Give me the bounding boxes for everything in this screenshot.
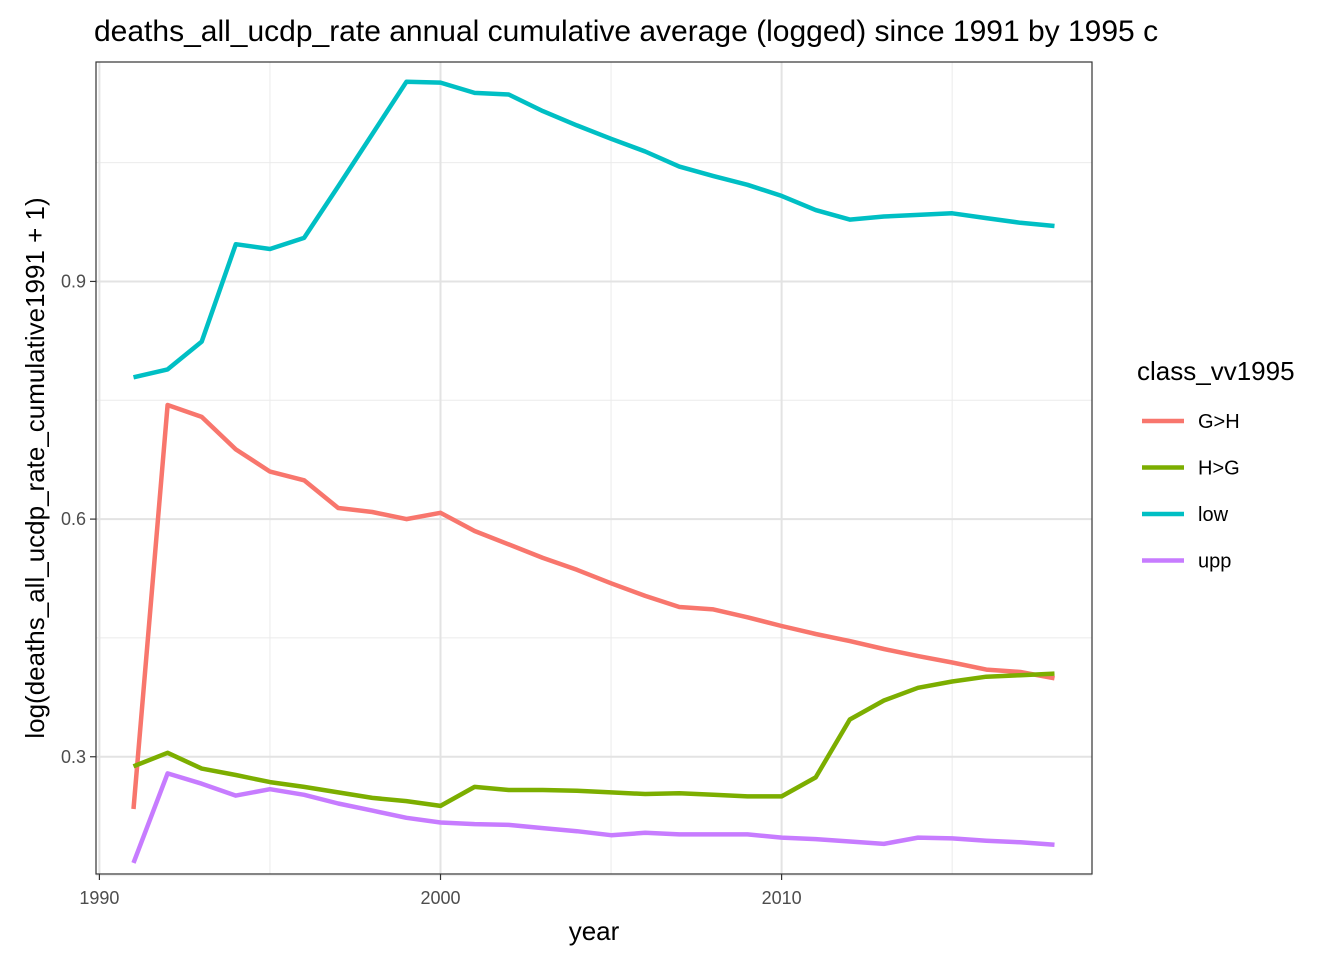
chart-title: deaths_all_ucdp_rate annual cumulative a…	[94, 15, 1158, 48]
x-axis-title: year	[569, 916, 620, 946]
series-line-upp	[131, 771, 1055, 864]
x-tick-label: 1990	[79, 888, 119, 908]
legend: class_vv1995 G>H H>G low upp	[1137, 356, 1295, 573]
legend-label-low: low	[1198, 504, 1229, 526]
minor-gridlines	[96, 62, 1092, 877]
y-tick-label: 0.3	[61, 747, 86, 767]
series-lines	[131, 79, 1055, 864]
series-line-low	[132, 79, 1055, 380]
legend-label-h-g: H>G	[1198, 458, 1240, 480]
y-tick-label: 0.6	[61, 509, 86, 529]
x-tick-label: 2010	[762, 888, 802, 908]
legend-title: class_vv1995	[1137, 356, 1295, 386]
series-line-g-h	[131, 402, 1055, 810]
x-axis: 1990 2000 2010	[79, 874, 802, 908]
y-axis: 0.3 0.6 0.9	[61, 271, 96, 767]
y-axis-title: log(deaths_all_ucdp_rate_cumulative1991 …	[20, 197, 50, 738]
x-tick-label: 2000	[420, 888, 460, 908]
major-gridlines	[96, 62, 1092, 874]
y-tick-label: 0.9	[61, 271, 86, 291]
plot-panel-border	[95, 61, 1093, 875]
legend-label-g-h: G>H	[1198, 411, 1240, 433]
series-line-h-g	[132, 671, 1055, 809]
legend-label-upp: upp	[1198, 551, 1231, 573]
